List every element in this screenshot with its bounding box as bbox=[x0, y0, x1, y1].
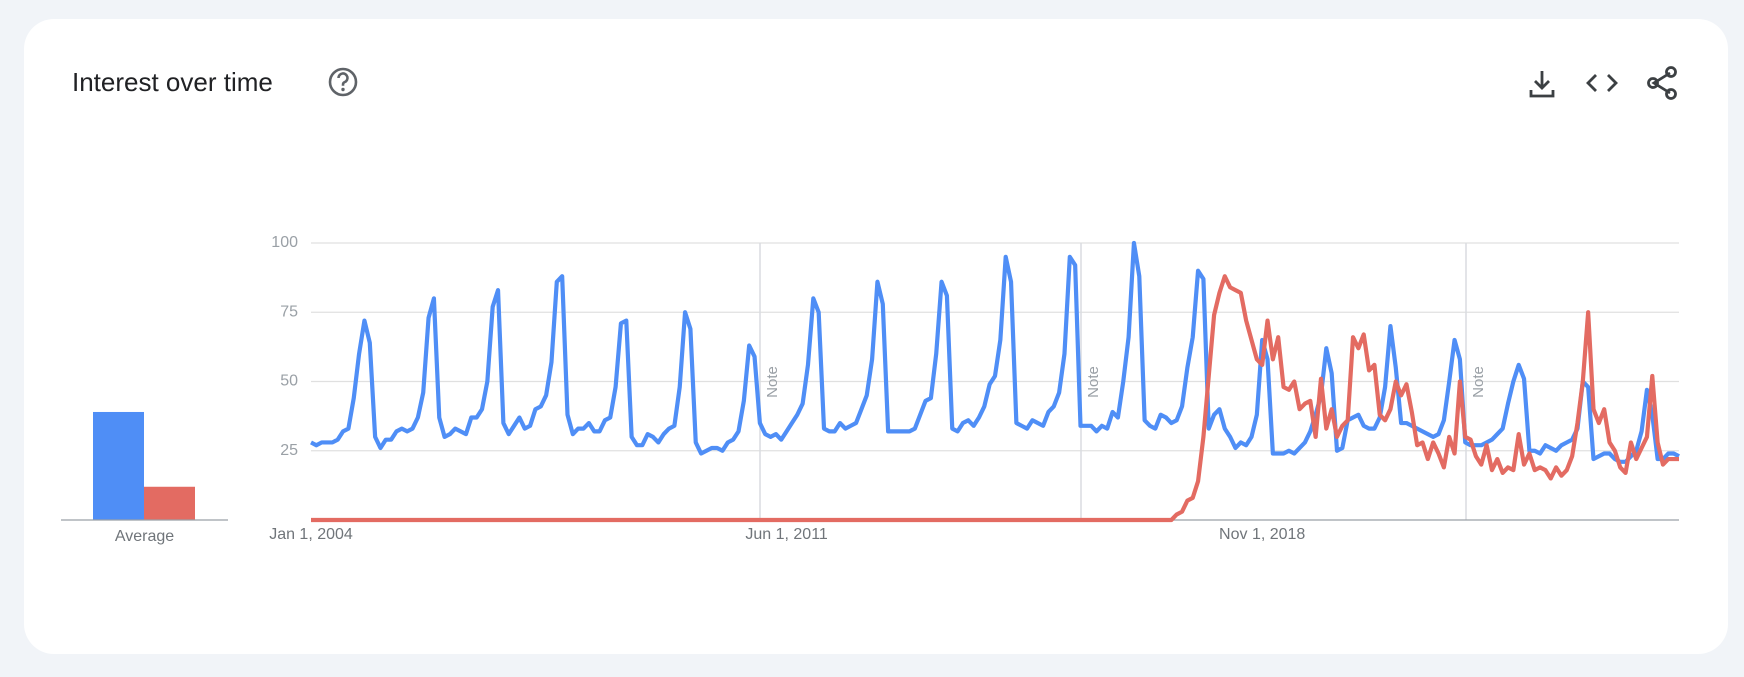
average-bar bbox=[144, 486, 195, 520]
download-icon[interactable] bbox=[1529, 71, 1555, 98]
note-label: Note bbox=[1085, 366, 1102, 398]
share-icon[interactable] bbox=[1647, 66, 1677, 100]
y-tick-label: 25 bbox=[280, 442, 298, 459]
card bbox=[24, 19, 1728, 654]
y-tick-label: 75 bbox=[280, 303, 298, 320]
widget-title: Interest over time bbox=[72, 67, 273, 97]
x-tick-label: Jun 1, 2011 bbox=[745, 526, 828, 543]
x-tick-label: Jan 1, 2004 bbox=[269, 526, 353, 543]
y-tick-label: 100 bbox=[271, 234, 298, 251]
trend-line bbox=[310, 240, 1680, 464]
x-tick-label: Nov 1, 2018 bbox=[1219, 526, 1305, 543]
average-label: Average bbox=[115, 528, 174, 545]
average-bar bbox=[93, 411, 144, 520]
y-tick-label: 50 bbox=[280, 373, 298, 390]
embed-icon[interactable] bbox=[1586, 74, 1618, 92]
note-label: Note bbox=[1470, 366, 1487, 398]
note-label: Note bbox=[764, 366, 781, 398]
trend-line bbox=[311, 274, 1679, 523]
help-icon[interactable] bbox=[328, 67, 358, 97]
